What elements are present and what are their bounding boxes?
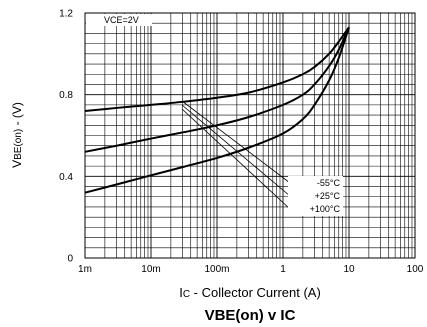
x-axis-label: IC - Collector Current (A) [179,285,321,300]
y-tick-label: 1.2 [59,9,73,20]
x-tick-label: 1 [280,264,286,275]
y-tick-label: 0.8 [59,90,73,101]
x-tick-label: 10m [141,264,160,275]
legend-label-plus25: +25°C [315,191,341,201]
series-lines [84,26,350,194]
condition-label-box [86,14,152,26]
legend: -55°C +25°C +100°C [288,176,343,216]
legend-leader-line-0 [181,100,291,184]
series-line-2 [84,26,350,194]
legend-leader-line-2 [181,108,291,210]
series-line-0 [84,26,350,112]
legend-leader-line-1 [181,104,291,197]
legend-leader-lines [181,100,291,210]
condition-label: VCE=2V [104,15,139,25]
x-tick-label: 1m [78,264,92,275]
chart-title: VBE(on) v IC [205,307,296,324]
series-line-1 [84,26,350,153]
x-tick-label: 100 [407,264,424,275]
x-tick-label: 10 [343,264,355,275]
y-tick-label: 0 [67,254,73,265]
tick-labels: 1m 10m 100m 1 10 100 0 0.4 0.8 1.2 [59,9,424,276]
y-axis-label: VBE(on) - (V) [10,102,24,168]
plot-area-frame [84,12,416,259]
y-tick-label: 0.4 [59,172,73,183]
legend-background [288,176,343,216]
legend-label-plus100: +100°C [310,204,341,214]
x-tick-label: 100m [204,264,229,275]
legend-label-minus55: -55°C [317,178,341,188]
